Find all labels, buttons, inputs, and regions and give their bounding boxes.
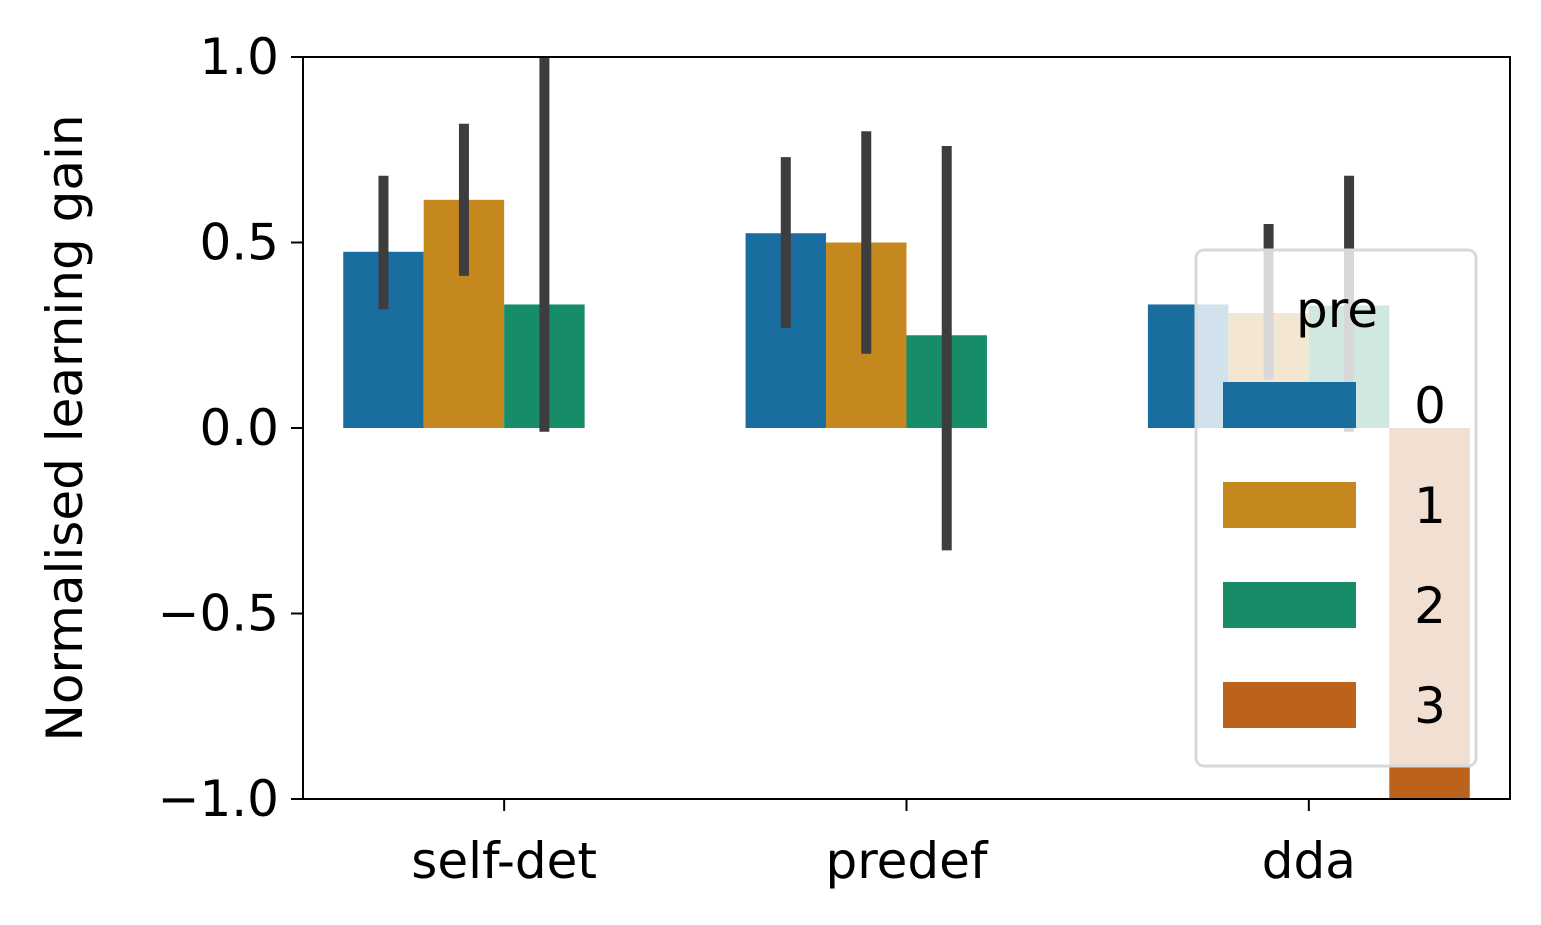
- x-tick-label-dda: dda: [1262, 832, 1356, 890]
- legend-swatch-pre-2: [1223, 582, 1356, 628]
- y-tick-label: −1.0: [158, 770, 279, 828]
- y-tick-label: 0.5: [199, 214, 279, 272]
- legend-title: pre: [1296, 281, 1378, 339]
- legend: pre 0 1 2 3: [1194, 248, 1478, 768]
- y-tick-label: −0.5: [158, 585, 279, 643]
- legend-label-pre-3: 3: [1414, 677, 1446, 735]
- legend-label-pre-1: 1: [1414, 477, 1446, 535]
- legend-swatch-pre-1: [1223, 482, 1356, 528]
- y-tick-label: 1.0: [199, 28, 279, 86]
- x-tick-label-self-det: self-det: [411, 832, 597, 890]
- x-tick-label-predef: predef: [825, 832, 988, 890]
- legend-swatch-pre-3: [1223, 682, 1356, 728]
- legend-label-pre-2: 2: [1414, 577, 1446, 635]
- legend-swatch-pre-0: [1223, 382, 1356, 428]
- y-tick-label: 0.0: [199, 399, 279, 457]
- y-axis-label: Normalised learning gain: [36, 114, 94, 741]
- legend-label-pre-0: 0: [1414, 377, 1446, 435]
- axis-ticks: 1.0 0.5 0.0 −0.5 −1.0 self-det predef dda: [158, 28, 1356, 890]
